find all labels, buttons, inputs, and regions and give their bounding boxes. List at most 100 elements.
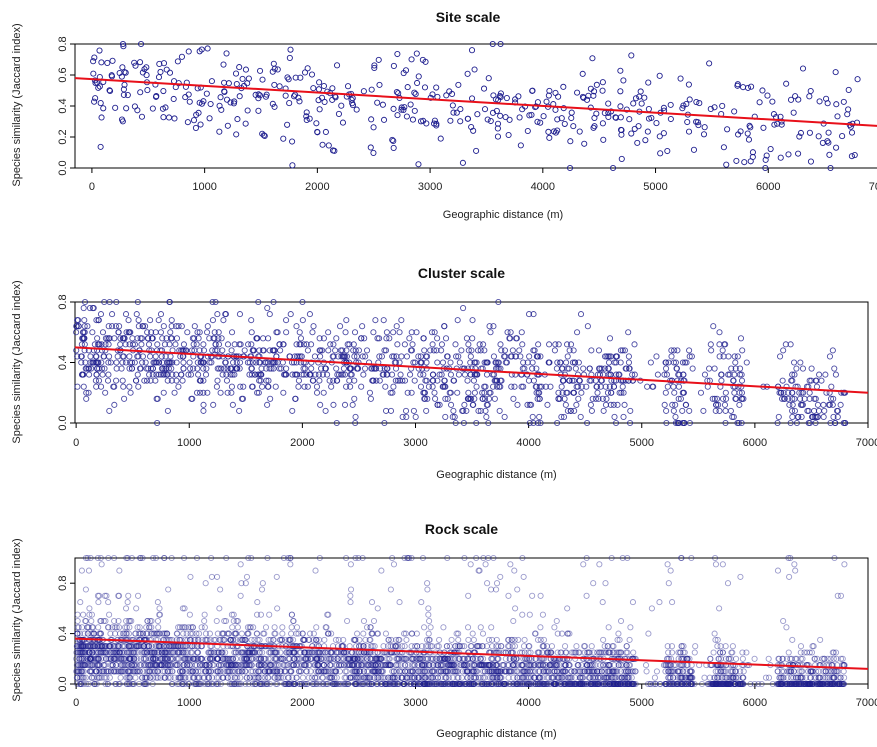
data-point [562,643,569,650]
data-point [161,655,169,662]
data-point [465,347,472,354]
data-point [165,586,172,593]
data-point [309,329,316,336]
data-point [528,401,535,408]
data-point [791,395,798,402]
data-point [119,655,127,662]
data-point [538,383,545,390]
data-point [387,389,394,396]
data-point [303,109,310,116]
data-point [113,377,120,384]
y-axis-label: Species similarity (Jaccard index) [11,538,23,701]
data-point [450,109,457,116]
data-point [333,419,340,427]
data-point [605,100,612,107]
data-point [208,359,215,366]
data-point [271,81,278,88]
data-point [216,636,223,643]
data-point [421,624,428,631]
data-point [143,365,150,372]
data-point [189,335,196,342]
data-point [98,561,105,568]
data-point [101,365,108,372]
data-point [600,636,607,643]
data-point [749,149,756,156]
data-point [189,395,196,402]
data-point [424,586,431,593]
data-point [345,680,352,688]
data-point [343,383,350,390]
data-point [220,655,227,662]
data-point [839,133,846,140]
data-point [434,401,441,408]
data-point [248,554,255,562]
data-point [496,92,503,99]
data-point [414,680,421,688]
data-point [155,643,162,650]
data-point [518,329,525,336]
data-point [176,674,183,681]
data-point [167,359,174,366]
data-point [485,419,492,427]
data-point [427,347,434,354]
data-point [713,674,721,681]
data-point [685,81,692,88]
data-point [395,680,403,688]
data-point [226,655,233,662]
data-point [449,102,456,109]
data-point [563,341,571,348]
data-point [574,329,581,336]
data-point [408,329,415,336]
data-point [465,395,472,402]
data-point [238,668,245,675]
data-point [834,407,841,414]
data-point [292,74,299,81]
data-point [536,413,543,421]
data-point [724,126,731,133]
data-point [237,383,244,390]
data-point [710,680,717,688]
data-point [629,371,636,378]
x-tick-label: 1000 [177,437,201,449]
data-point [316,347,323,354]
data-point [265,377,272,384]
data-point [167,329,174,336]
x-tick-label: 2000 [305,181,329,193]
data-point [617,88,624,95]
data-point [620,77,627,84]
data-point [195,674,202,681]
data-point [135,353,142,360]
data-point [390,353,397,360]
data-point [179,377,186,384]
data-point [557,359,564,366]
data-point [193,662,200,669]
data-point [73,655,80,662]
data-point [626,116,633,123]
data-point [844,111,851,118]
data-point [73,323,80,330]
data-point [160,87,167,95]
data-point [88,674,95,681]
data-point [569,377,576,384]
data-point [845,86,852,93]
data-point [224,341,232,348]
data-point [213,617,220,625]
data-point [475,674,482,681]
data-point [721,401,729,408]
data-point [150,649,157,656]
data-point [228,389,235,396]
data-point [382,680,389,688]
data-point [814,401,821,408]
data-point [95,359,102,366]
data-point [834,113,841,120]
data-point [409,655,416,662]
data-point [461,371,469,378]
data-point [141,636,148,643]
data-point [146,624,153,631]
data-point [738,383,745,390]
data-point [249,359,256,366]
data-point [427,655,434,662]
data-point [730,413,737,421]
data-point [808,365,815,372]
data-point [231,98,238,105]
